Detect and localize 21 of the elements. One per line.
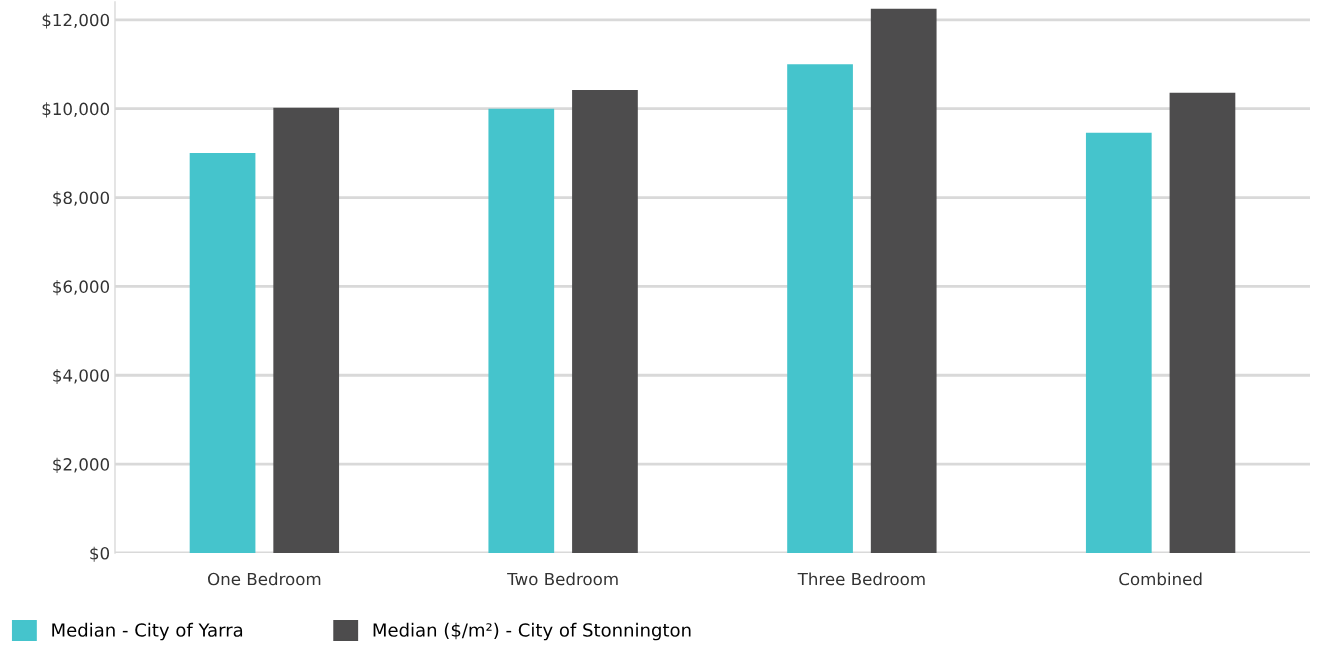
y-tick-label: $6,000 — [53, 280, 110, 296]
x-tick-label: Combined — [1119, 572, 1202, 586]
x-tick-label: Three Bedroom — [797, 572, 925, 586]
bar — [273, 107, 340, 553]
x-tick-label: Two Bedroom — [507, 572, 618, 586]
y-tick-label: $0 — [90, 546, 110, 562]
legend-label: Median ($/m²) - City of Stonnington — [373, 622, 691, 641]
y-tick-label: $4,000 — [53, 368, 110, 385]
bar — [1085, 132, 1152, 553]
y-tick-label: $8,000 — [53, 191, 110, 207]
bar — [189, 153, 256, 553]
bar — [572, 89, 638, 553]
bar — [870, 8, 937, 553]
y-tick-label: $2,000 — [53, 457, 110, 473]
y-tick-label: $12,000 — [42, 13, 110, 29]
bar — [1169, 92, 1236, 553]
y-tick-label: $10,000 — [42, 102, 110, 118]
bar — [488, 108, 555, 553]
x-tick-label: One Bedroom — [208, 572, 321, 586]
legend-label: Median - City of Yarra — [52, 622, 243, 641]
bar — [787, 64, 853, 553]
